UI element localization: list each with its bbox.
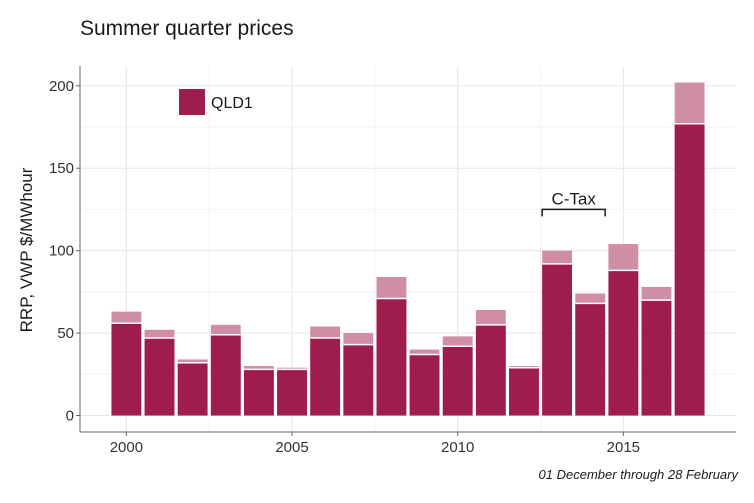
legend-swatch-qld1 [179, 89, 205, 115]
y-tick-label: 150 [49, 160, 74, 177]
chart-title: Summer quarter prices [80, 17, 294, 40]
c-tax-bracket [541, 208, 606, 217]
y-tick-label: 200 [49, 78, 74, 95]
bar-rrp [144, 338, 175, 416]
y-tick-label: 0 [66, 408, 74, 425]
bar-rrp [608, 270, 639, 416]
y-tick-label: 100 [49, 243, 74, 260]
c-tax-annotation: C-Tax [541, 189, 606, 217]
bar-rrp [475, 324, 506, 416]
x-tick-label: 2005 [275, 439, 308, 456]
bar-rrp [409, 354, 440, 416]
bar-rrp [509, 367, 539, 416]
bar-rrp [111, 323, 142, 416]
bar-rrp [641, 300, 672, 416]
legend-label-qld1: QLD1 [211, 95, 253, 112]
bars [111, 82, 705, 416]
axes [79, 66, 736, 433]
y-tick-label: 50 [57, 325, 74, 342]
bar-rrp [210, 334, 241, 416]
bar-rrp [575, 303, 606, 416]
x-tick-label: 2015 [607, 439, 640, 456]
legend: QLD1 [179, 89, 253, 115]
x-ticks: 2000 2005 2010 2015 [110, 432, 640, 456]
bar-rrp [542, 263, 572, 416]
bar-rrp [310, 338, 341, 416]
bar-rrp [674, 123, 705, 416]
bar-rrp [244, 369, 274, 416]
c-tax-label: C-Tax [551, 189, 596, 208]
bar-rrp [376, 298, 407, 416]
bar-rrp [442, 346, 473, 416]
y-ticks: 0 50 100 150 200 [49, 78, 80, 425]
bar-rrp [177, 362, 208, 416]
y-axis-label: RRP, VWP $/MWhour [17, 167, 36, 332]
x-tick-label: 2000 [110, 439, 143, 456]
bar-rrp [277, 369, 307, 416]
bar-rrp [343, 344, 374, 416]
chart-caption: 01 December through 28 February [539, 467, 740, 482]
x-tick-label: 2010 [441, 439, 474, 456]
